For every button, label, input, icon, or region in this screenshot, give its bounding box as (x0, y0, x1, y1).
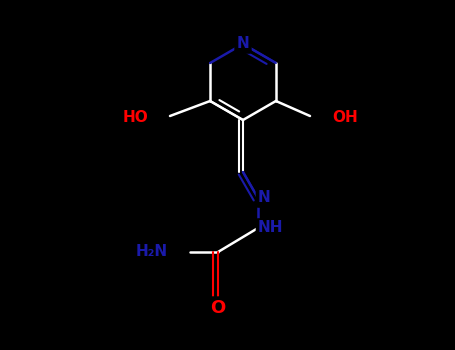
Text: NH: NH (258, 220, 283, 236)
Text: O: O (210, 299, 226, 317)
Text: H₂N: H₂N (136, 245, 168, 259)
Text: N: N (237, 36, 249, 51)
Text: N: N (258, 190, 271, 205)
Text: HO: HO (122, 111, 148, 126)
Text: OH: OH (332, 111, 358, 126)
